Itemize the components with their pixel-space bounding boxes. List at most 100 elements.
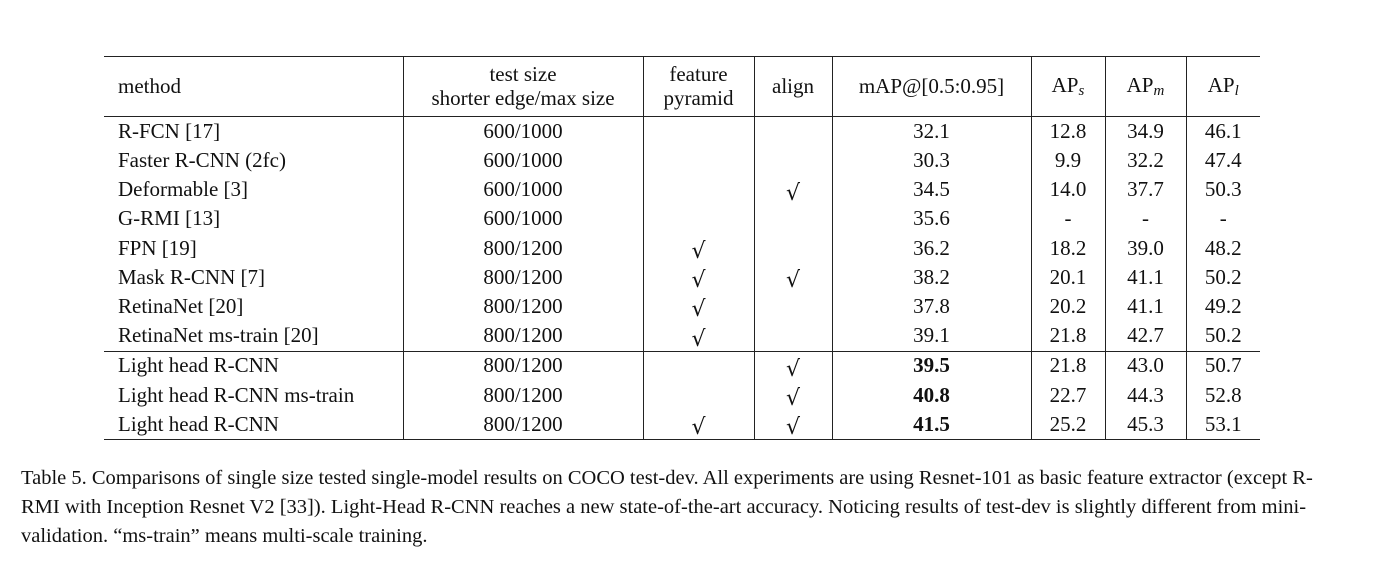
cell-ap-small: 14.0 <box>1031 175 1106 205</box>
table-row: FPN [19] 800/1200 √ 36.2 18.2 39.0 48.2 <box>104 233 1260 264</box>
cell-feature-pyramid <box>643 204 755 234</box>
cell-ap-medium: 44.3 <box>1105 380 1187 410</box>
header-map: mAP@[0.5:0.95] <box>832 56 1032 117</box>
cell-ap-small: 25.2 <box>1031 409 1106 440</box>
cell-feature-pyramid: √ <box>643 233 755 264</box>
cell-ap-medium: 45.3 <box>1105 409 1187 440</box>
cell-feature-pyramid: √ <box>643 321 755 352</box>
cell-ap-small: - <box>1031 204 1106 234</box>
cell-test-size: 800/1200 <box>403 380 644 410</box>
table-row: RetinaNet ms-train [20] 800/1200 √ 39.1 … <box>104 321 1260 351</box>
header-test-size-line1: test size <box>489 61 557 86</box>
cell-ap-medium: - <box>1105 204 1187 234</box>
header-ap-medium: APm <box>1105 56 1187 117</box>
cell-ap-large: 50.7 <box>1186 350 1260 381</box>
cell-test-size: 800/1200 <box>403 262 644 293</box>
cell-feature-pyramid <box>643 350 755 381</box>
cell-ap-small: 12.8 <box>1031 116 1106 147</box>
cell-map: 40.8 <box>832 380 1032 410</box>
cell-map: 36.2 <box>832 233 1032 263</box>
cell-method: R-FCN [17] <box>104 116 404 147</box>
cell-feature-pyramid <box>643 116 755 147</box>
cell-map: 38.2 <box>832 262 1032 293</box>
cell-align: √ <box>754 262 833 294</box>
cell-ap-large: 50.2 <box>1204 264 1242 289</box>
check-icon: √ <box>691 326 706 352</box>
cell-map: 34.5 <box>832 175 1032 205</box>
check-icon: √ <box>785 356 801 382</box>
header-align: align <box>754 56 833 117</box>
check-icon: √ <box>691 268 706 294</box>
table-row: Light head R-CNN 800/1200 √ √ 41.5 25.2 … <box>104 409 1260 441</box>
cell-test-size: 800/1200 <box>403 321 644 351</box>
cell-align <box>754 233 833 263</box>
cell-feature-pyramid <box>643 175 755 205</box>
cell-ap-large: 50.2 <box>1204 323 1242 348</box>
header-ap-large: APl <box>1186 56 1260 117</box>
cell-align: √ <box>754 175 833 205</box>
cell-map: 35.6 <box>832 204 1032 234</box>
cell-test-size: 600/1000 <box>403 204 644 234</box>
cell-test-size: 800/1200 <box>403 409 644 440</box>
cell-ap-large: 46.1 <box>1204 118 1242 143</box>
cell-map: 37.8 <box>832 292 1032 322</box>
check-icon: √ <box>785 415 801 441</box>
cell-test-size: 800/1200 <box>403 350 644 381</box>
cell-ap-small: 22.7 <box>1031 380 1106 410</box>
cell-feature-pyramid: √ <box>643 409 755 441</box>
table-row: Light head R-CNN 800/1200 √ 39.5 21.8 43… <box>104 350 1260 382</box>
header-test-size: test size shorter edge/max size <box>403 56 644 117</box>
cell-ap-medium: 39.0 <box>1105 233 1187 263</box>
cell-ap-medium: 37.7 <box>1105 175 1187 205</box>
cell-ap-large: 48.2 <box>1204 235 1242 260</box>
cell-method: Light head R-CNN ms-train <box>104 380 404 410</box>
header-fp-line2: pyramid <box>663 85 734 110</box>
cell-feature-pyramid: √ <box>643 292 755 323</box>
cell-ap-large: 50.3 <box>1204 177 1242 202</box>
cell-ap-large: 49.2 <box>1204 293 1242 318</box>
cell-test-size: 800/1200 <box>403 233 644 263</box>
cell-feature-pyramid: √ <box>643 262 755 294</box>
check-icon: √ <box>691 415 706 441</box>
cell-ap-large: - <box>1219 206 1227 231</box>
cell-align <box>754 204 833 234</box>
cell-align <box>754 321 833 351</box>
cell-ap-medium: 34.9 <box>1105 116 1187 147</box>
table-row: Deformable [3] 600/1000 √ 34.5 14.0 37.7… <box>104 175 1260 205</box>
cell-map: 39.1 <box>832 321 1032 351</box>
cell-ap-small: 20.2 <box>1031 292 1106 322</box>
check-icon: √ <box>691 297 706 323</box>
cell-test-size: 600/1000 <box>403 116 644 147</box>
check-icon: √ <box>785 268 801 294</box>
header-method: method <box>104 56 404 117</box>
cell-ap-medium: 32.2 <box>1105 146 1187 176</box>
cell-test-size: 600/1000 <box>403 175 644 205</box>
table-row: R-FCN [17] 600/1000 32.1 12.8 34.9 46.1 <box>104 116 1260 147</box>
cell-align: √ <box>754 350 833 382</box>
cell-method: RetinaNet [20] <box>104 292 404 322</box>
cell-ap-small: 21.8 <box>1031 350 1106 381</box>
cell-method: FPN [19] <box>104 233 404 263</box>
cell-method: Light head R-CNN <box>104 350 404 381</box>
header-row: method test size shorter edge/max size f… <box>104 56 1260 117</box>
cell-ap-small: 21.8 <box>1031 321 1106 351</box>
cell-align: √ <box>754 380 833 411</box>
table-row: G-RMI [13] 600/1000 35.6 - - - <box>104 204 1260 234</box>
cell-method: Deformable [3] <box>104 175 404 205</box>
cell-ap-large: 47.4 <box>1204 148 1242 173</box>
header-fp-line1: feature <box>669 61 728 86</box>
cell-ap-medium: 41.1 <box>1105 292 1187 322</box>
cell-ap-medium: 43.0 <box>1105 350 1187 381</box>
table-row: RetinaNet [20] 800/1200 √ 37.8 20.2 41.1… <box>104 292 1260 323</box>
cell-method: Mask R-CNN [7] <box>104 262 404 293</box>
cell-ap-large: 52.8 <box>1204 382 1242 407</box>
cell-align <box>754 116 833 147</box>
cell-ap-large: 53.1 <box>1204 411 1242 436</box>
check-icon: √ <box>785 385 801 411</box>
cell-align: √ <box>754 409 833 441</box>
header-test-size-line2: shorter edge/max size <box>431 85 615 110</box>
cell-method: Light head R-CNN <box>104 409 404 440</box>
header-ap-small: APs <box>1031 56 1106 117</box>
cell-test-size: 800/1200 <box>403 292 644 322</box>
cell-ap-medium: 42.7 <box>1105 321 1187 351</box>
